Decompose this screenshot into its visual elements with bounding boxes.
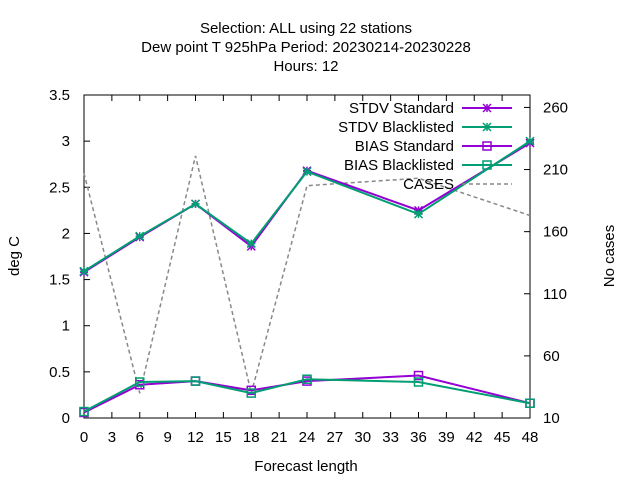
y2-tick-label: 60 [543,348,560,365]
x-tick-label: 12 [187,429,204,446]
data-point-bias-blacklisted [302,374,312,384]
x-tick-label: 3 [108,429,116,446]
x-tick-label: 0 [80,429,88,446]
data-point-bias-blacklisted [413,377,424,387]
y-tick-label: 0.5 [49,364,70,381]
y-tick-label: 3 [62,133,70,150]
series-layer [79,136,535,418]
y2-tick-label: 260 [543,99,568,116]
data-point-stdv-blacklisted [79,266,89,276]
data-point-stdv-blacklisted [190,199,201,209]
legend-marker-bias-blacklisted [482,160,492,170]
x-tick-label: 42 [466,429,483,446]
data-point-bias-blacklisted [190,376,201,386]
series-line-bias-blacklisted [83,378,531,413]
x-tick-label: 45 [494,429,511,446]
x-tick-label: 21 [271,429,288,446]
axis-ticks: 0 3 6 9 12 15 18 21 24 27 30 33 36 39 42 45 4800.511.522… [49,87,568,446]
legend-marker-stdv-standard [482,103,492,113]
x-tick-label: 33 [382,429,399,446]
y-tick-label: 2 [62,225,70,242]
legend-label-bias-blacklisted: BIAS Blacklisted [344,157,454,174]
data-point-stdv-blacklisted [413,209,424,219]
data-point-bias-standard [413,370,424,381]
x-tick-label: 18 [243,429,260,446]
x-tick-label: 39 [438,429,455,446]
series-cases [83,155,531,394]
legend-marker-bias-standard [482,141,492,151]
x-tick-label: 6 [136,429,144,446]
y-tick-label: 2.5 [49,179,70,196]
series-line-cases [83,155,531,394]
series-bias-blacklisted [79,374,535,417]
series-line-bias-standard [83,374,531,414]
y2-tick-label: 110 [543,286,567,303]
legend: STDV Standard STDV Blacklisted BIAS Standa… [338,100,512,193]
series-stdv-standard [79,138,535,277]
legend-label-bias-standard: BIAS Standard [355,138,454,155]
legend-label-stdv-blacklisted: STDV Blacklisted [338,119,454,136]
data-point-bias-blacklisted [525,398,535,408]
y-tick-label: 1.5 [49,272,70,289]
x-axis-label: Forecast length [254,458,357,475]
data-point-bias-blacklisted [79,406,89,417]
plot-area-frame [83,94,531,419]
y-tick-label: 3.5 [49,87,70,104]
x-tick-label: 48 [522,429,539,446]
x-tick-label: 9 [163,429,171,446]
data-point-stdv-blacklisted [246,239,256,249]
series-line-stdv-standard [83,142,531,274]
series-stdv-blacklisted [79,136,535,276]
y2-tick-label: 10 [543,410,560,427]
data-point-stdv-blacklisted [135,231,145,241]
title-line-3: Hours: 12 [273,58,338,75]
y-tick-label: 1 [62,318,70,335]
y-axis-label: deg C [6,236,23,276]
title-line-2: Dew point T 925hPa Period: 20230214-2023… [141,39,471,56]
x-tick-label: 15 [215,429,232,446]
y2-axis-label: No cases [601,225,618,288]
series-line-stdv-blacklisted [83,140,531,273]
legend-label-cases: CASES [403,176,454,193]
y2-tick-label: 210 [543,162,568,179]
data-point-bias-blacklisted [135,377,145,387]
x-tick-label: 24 [299,429,316,446]
y-tick-label: 0 [62,410,70,427]
y2-tick-label: 160 [543,224,568,241]
data-point-bias-blacklisted [246,388,256,398]
data-point-stdv-blacklisted [302,167,312,177]
x-tick-label: 27 [327,429,344,446]
legend-label-stdv-standard: STDV Standard [349,100,454,117]
legend-marker-stdv-blacklisted [482,122,492,132]
data-point-stdv-blacklisted [525,136,535,146]
title-line-1: Selection: ALL using 22 stations [200,20,412,37]
x-tick-label: 36 [410,429,427,446]
chart-title: Selection: ALL using 22 stations Dew poi… [141,20,471,75]
x-tick-label: 30 [354,429,371,446]
